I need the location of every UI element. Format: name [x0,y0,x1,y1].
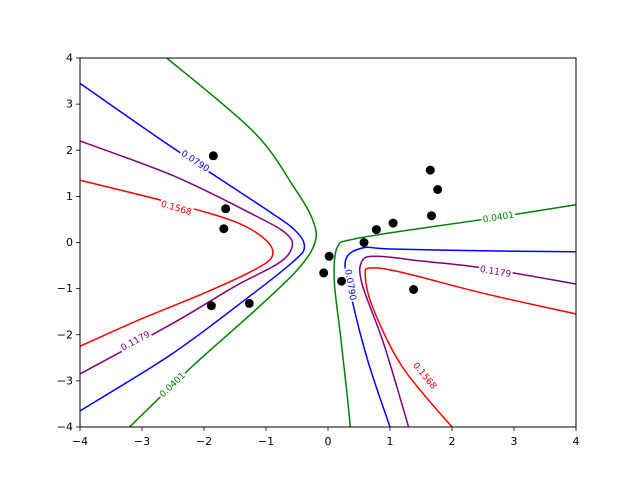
x-tick-label: −4 [72,435,88,448]
x-tick-label: −2 [196,435,212,448]
x-tick-label: 3 [511,435,518,448]
scatter-points-group [206,151,443,311]
contour-0.1568-right-branch [364,267,576,427]
contour-label-gap [340,267,359,303]
x-tick-label: 1 [387,435,394,448]
data-point [425,165,435,175]
data-point [219,224,229,234]
x-tick-label: 4 [573,435,580,448]
data-point [359,238,369,247]
data-point [208,151,218,161]
x-tick-label: 2 [449,435,456,448]
contour-label-0.0401: 0.0401 [482,211,515,226]
y-tick-label: 0 [66,236,73,249]
contour-label-gap [158,198,195,220]
contour-0.1179-right-branch [359,255,576,427]
data-point [388,218,398,228]
x-tick-label: −1 [258,435,274,448]
contour-label-gap [408,359,440,394]
contour-0.0401-left-branch [129,58,318,427]
data-point [337,276,347,286]
contour-lines-group [80,58,576,427]
data-point [433,185,443,194]
y-axis-ticks: −4 −3 −2 −1 0 1 2 3 4 [57,52,80,434]
contour-label-0.1568: 0.1568 [410,361,438,392]
data-point [427,211,436,221]
contour-label-gap [118,328,154,356]
contour-label-0.1568: 0.1568 [160,200,193,219]
y-tick-label: −1 [57,282,73,295]
contour-0.0401-right-branch [333,203,576,427]
contour-label-gap [156,369,190,402]
y-tick-label: 1 [66,190,73,203]
contour-labels-group: 0.04010.04010.07900.07900.11790.11790.15… [118,147,517,402]
y-tick-label: 2 [66,144,73,157]
x-tick-label: −3 [134,435,150,448]
y-tick-label: −3 [57,374,73,387]
y-tick-label: −2 [57,328,73,341]
contour-label-gap [477,263,514,282]
contour-label-gap [480,209,517,227]
data-point [221,204,231,214]
plot-frame [79,57,577,428]
x-axis-ticks: −4 −3 −2 −1 0 1 2 3 4 [72,427,580,448]
y-tick-label: −4 [57,421,73,434]
x-tick-label: 0 [325,435,332,448]
data-point [244,298,254,308]
contour-label-gap [177,147,213,177]
data-point [409,285,419,294]
data-point [319,268,329,278]
contour-label-0.0401: 0.0401 [158,371,188,400]
data-point [371,225,381,235]
y-tick-label: 3 [66,98,73,111]
data-point [206,301,216,311]
data-point [324,251,334,261]
contour-label-0.0790: 0.0790 [179,149,211,175]
y-tick-label: 4 [66,52,73,65]
contour-0.0790-right-branch [344,246,576,427]
contour-0.1179-left-branch [80,140,294,375]
